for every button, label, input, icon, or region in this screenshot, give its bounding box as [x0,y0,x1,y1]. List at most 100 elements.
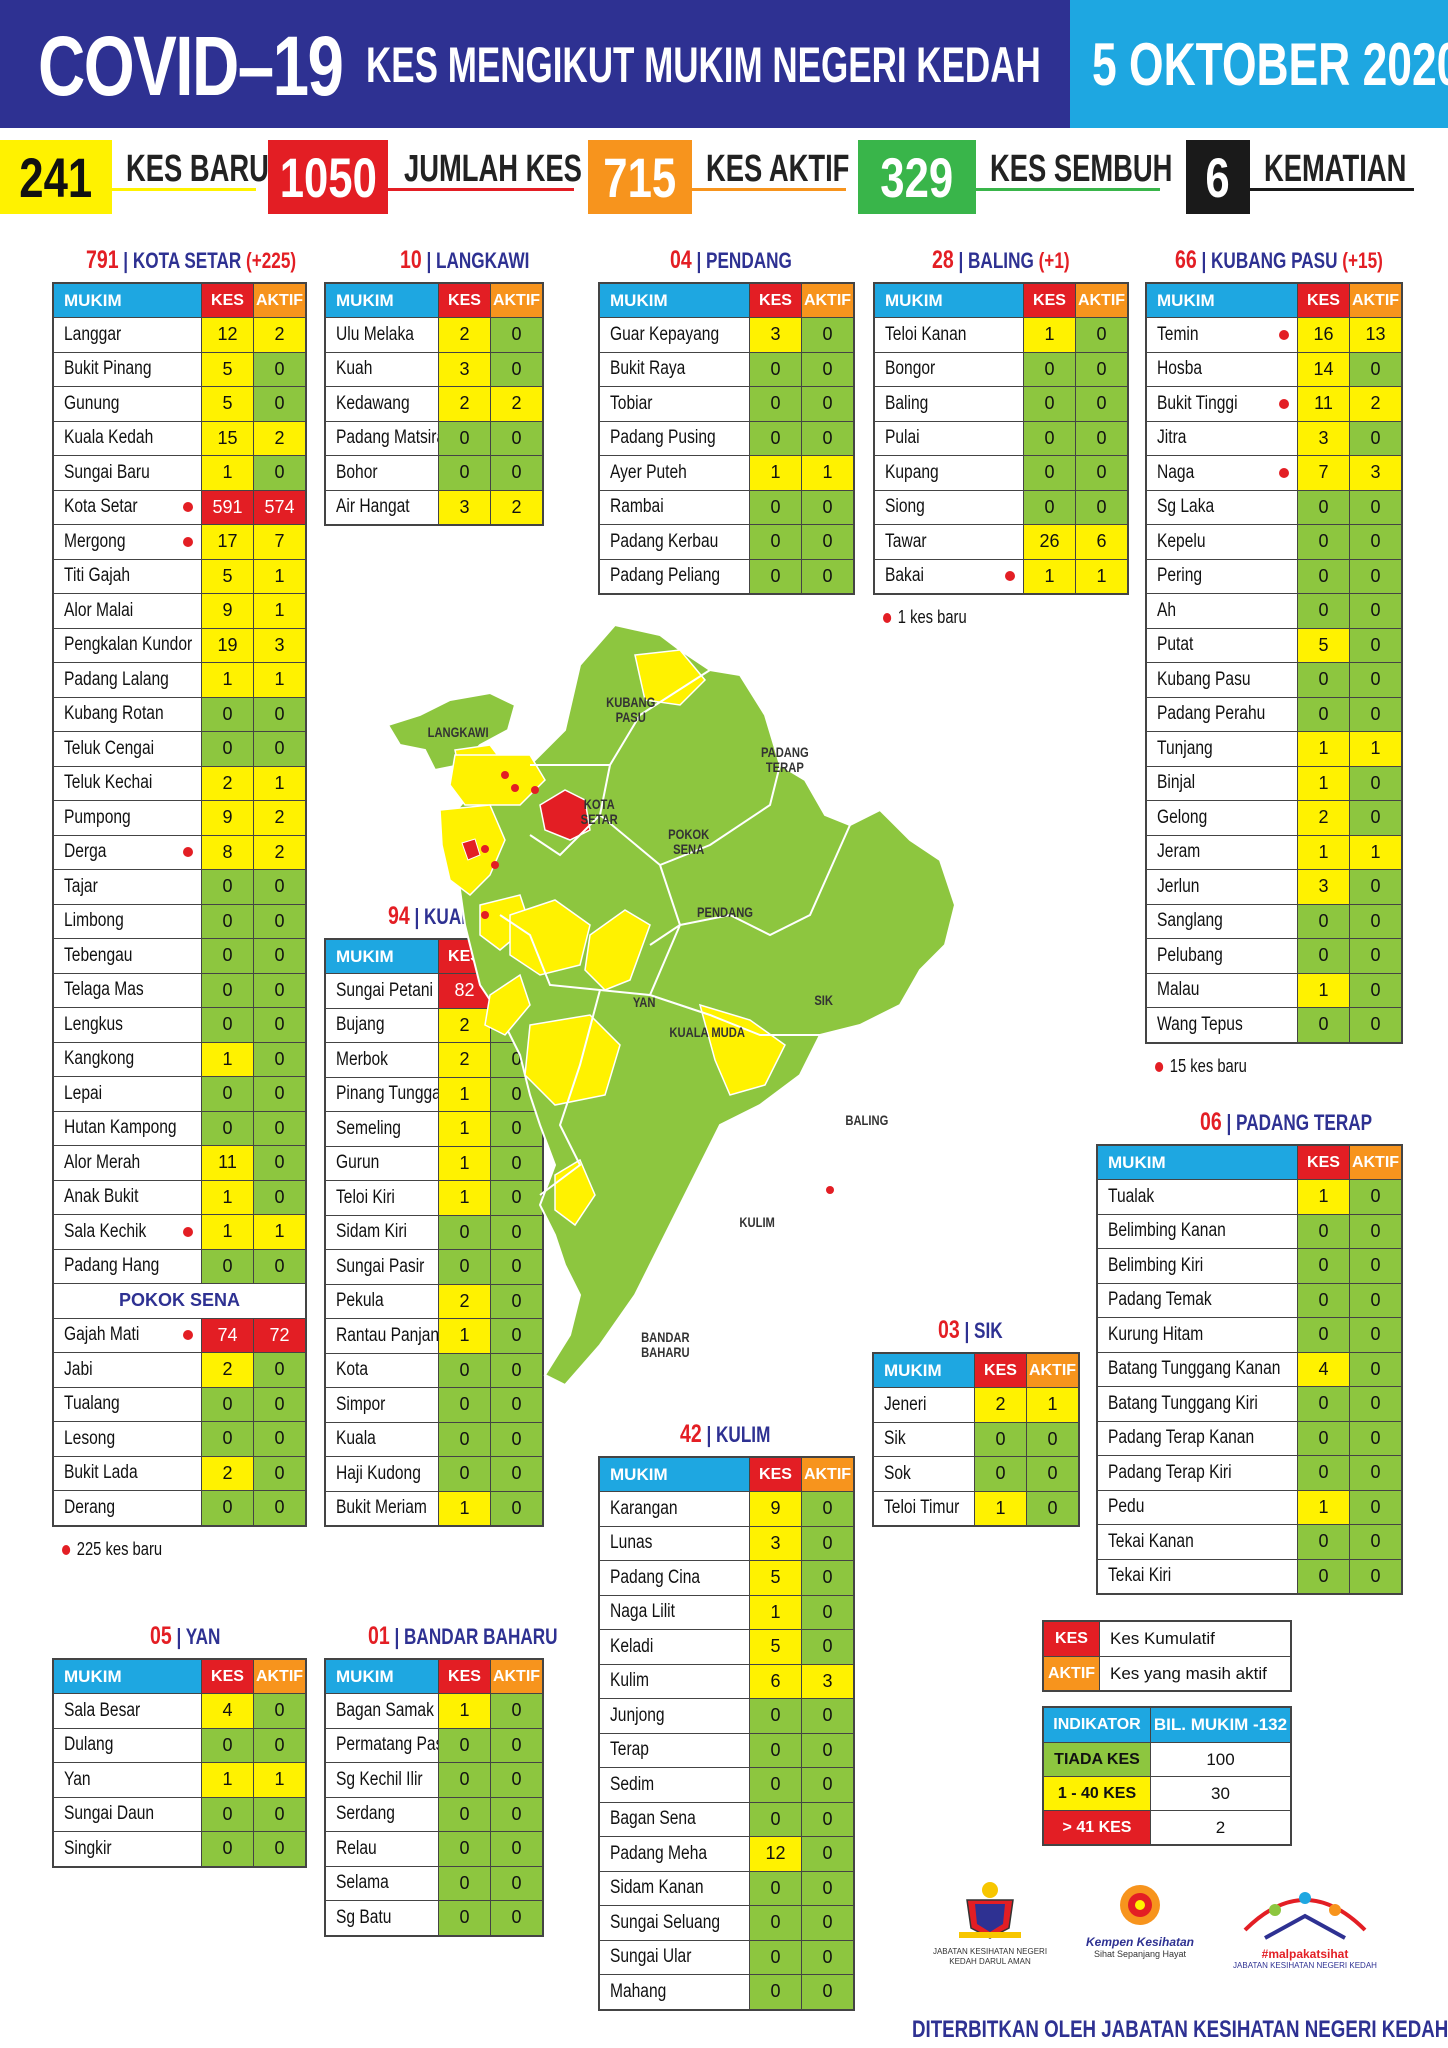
aktif-value: 0 [490,1728,542,1762]
aktif-value: 574 [253,490,305,524]
mukim-name: Belimbing Kiri [1108,1254,1204,1276]
aktif-value: 0 [253,387,305,421]
table-row: Sedim 0 0 [600,1767,853,1802]
mukim-name: Serdang [336,1803,395,1825]
col-kes: KES [974,1354,1026,1387]
kes-value: 0 [749,1906,801,1940]
mukim-name: Junjong [610,1704,665,1726]
district-caption-padang-terap: 06 | PADANG TERAP [1200,1108,1373,1136]
table-row: Lesong 0 0 [54,1421,305,1456]
kes-value: 74 [201,1318,253,1352]
aktif-value: 0 [490,1388,542,1422]
district-total: 66 [1175,246,1197,274]
kempen-logo: Kempen Kesihatan Sihat Sepanjang Hayat [1075,1880,1205,1990]
aktif-value: 0 [253,1832,305,1866]
kes-value: 0 [1297,1421,1349,1455]
table-row: Bohor 0 0 [326,455,542,490]
mukim-name: Kubang Pasu [1157,668,1251,690]
mukim-name: Alor Merah [64,1151,141,1173]
table-row: Bukit Pinang 5 0 [54,351,305,386]
kes-value: 0 [438,1250,490,1284]
table-row: Padang Perahu 0 0 [1147,696,1401,731]
aktif-value: 0 [1349,1559,1401,1593]
stat-label: KEMATIAN [1264,148,1407,190]
kes-value: 0 [749,1699,801,1733]
aktif-value: 0 [253,904,305,938]
aktif-value: 0 [490,1353,542,1387]
kes-value: 0 [1023,421,1075,455]
aktif-value: 0 [1349,1421,1401,1455]
col-mukim: MUKIM [54,1660,201,1693]
kes-value: 0 [201,1728,253,1762]
aktif-value: 2 [253,318,305,352]
mukim-name: Gajah Mati [54,1319,201,1353]
mukim-name: Bongor [885,358,936,380]
table-row: Naga Lilit 1 0 [600,1594,853,1629]
aktif-value: 0 [1349,1456,1401,1490]
kes-value: 0 [1297,490,1349,524]
mukim-name: Tekai Kanan [1108,1530,1194,1552]
aktif-value: 0 [1075,421,1127,455]
table-row: Limbong 0 0 [54,903,305,938]
map-zone-red [461,838,481,861]
stat-label: JUMLAH KES [404,148,582,190]
mukim-name: Tualak [1108,1185,1155,1207]
mukim-name: Bakai [875,560,1023,594]
indicator-header-val: BIL. MUKIM -132 [1150,1708,1290,1742]
col-kes: KES [201,284,253,317]
district-total: 791 [86,246,119,274]
mukim-name: Hutan Kampong [64,1117,177,1139]
col-kes: KES [1297,284,1349,317]
aktif-value: 0 [253,732,305,766]
district-total: 28 [932,246,954,274]
aktif-value: 0 [253,1180,305,1214]
mukim-name: Sg Kechil Ilir [336,1768,423,1790]
aktif-value: 1 [253,1215,305,1249]
kes-value: 0 [1297,904,1349,938]
subsection-title: POKOK SENA [54,1283,305,1318]
mukim-name: Merbok [336,1048,388,1070]
district-table-padang-terap: MUKIM KES AKTIF Tualak 1 0 Belimbing Kanan 0 0 Be… [1096,1144,1403,1595]
table-row: Sik 0 0 [874,1421,1078,1456]
kes-value: 0 [1297,1456,1349,1490]
table-row: Tekai Kiri 0 0 [1098,1558,1401,1593]
table-row: Wang Tepus 0 0 [1147,1007,1401,1042]
col-mukim: MUKIM [1147,284,1297,317]
mukim-name: Sg Batu [336,1906,392,1928]
legend-row-kes: KES Kes Kumulatif [1044,1622,1290,1656]
mukim-name: Padang Cina [610,1566,701,1588]
new-cases-note: 15 kes baru [1155,1056,1247,1077]
mukim-name: Bukit Raya [610,358,686,380]
aktif-value: 0 [490,1319,542,1353]
table-row: Padang Terap Kiri 0 0 [1098,1455,1401,1490]
mukim-name: Padang Terap Kiri [1108,1461,1232,1483]
kes-value: 1 [1297,732,1349,766]
stat-underline [388,188,574,191]
table-row: Titi Gajah 5 1 [54,558,305,593]
aktif-value: 0 [1026,1457,1078,1491]
mukim-name: Batang Tunggang Kiri [1108,1392,1258,1414]
aktif-value: 0 [253,1008,305,1042]
kes-value: 1 [1297,835,1349,869]
mukim-name: Sanglang [1157,910,1223,932]
mukim-name: Sidam Kiri [336,1221,407,1243]
kes-value: 0 [1297,1525,1349,1559]
aktif-value: 0 [490,1250,542,1284]
indicator-value: 100 [1150,1743,1290,1776]
col-aktif: AKTIF [490,1660,542,1693]
mukim-name: Rantau Panjang [336,1324,438,1346]
col-mukim: MUKIM [600,1458,749,1491]
table-row: Tajar 0 0 [54,869,305,904]
aktif-value: 0 [490,318,542,352]
mukim-name: Singkir [64,1837,112,1859]
mukim-name: Telaga Mas [64,979,144,1001]
kes-value: 0 [749,352,801,386]
district-name: LANGKAWI [436,248,530,273]
kes-value: 0 [438,1388,490,1422]
mukim-name: Sik [884,1428,906,1450]
mukim-name: Sungai Pasir [336,1255,425,1277]
kes-value: 2 [438,1284,490,1318]
mukim-name: Padang Matsirat [336,427,438,449]
report-date: 5 OKTOBER 2020 [1092,31,1448,98]
